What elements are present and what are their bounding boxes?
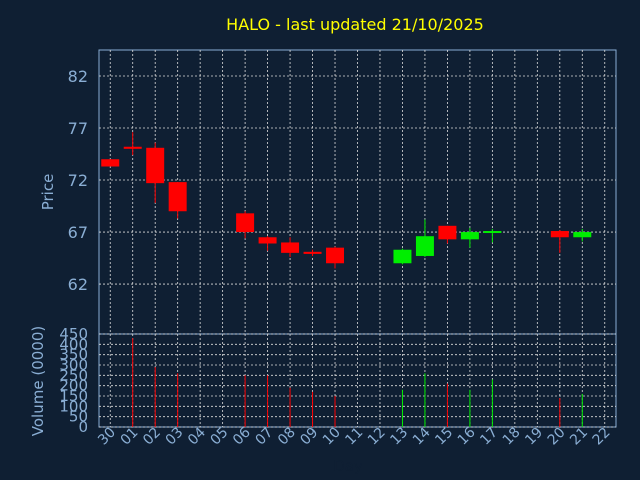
candle-body-up xyxy=(483,231,502,234)
volume-tick-label: 300 xyxy=(59,356,88,374)
volume-tick-label: 450 xyxy=(59,325,88,343)
candle-body-up xyxy=(415,236,434,256)
price-tick-label: 72 xyxy=(68,171,88,190)
volume-tick-label: 350 xyxy=(59,346,88,364)
volume-tick-label: 250 xyxy=(59,366,88,384)
x-tick-label: 17 xyxy=(477,425,501,449)
candle-body-down xyxy=(123,146,142,149)
candle-body-down xyxy=(550,231,569,238)
candle-body-down xyxy=(281,242,300,253)
x-tick-label: 08 xyxy=(275,425,299,449)
price-axis-label: Price xyxy=(39,174,57,211)
x-tick-label: 18 xyxy=(500,425,524,449)
price-grid xyxy=(99,50,616,334)
volume-tick-label: 50 xyxy=(69,408,88,426)
volume-tick-label: 400 xyxy=(59,335,88,353)
candle-body-down xyxy=(236,213,255,233)
x-tick-label: 09 xyxy=(297,425,321,449)
price-tick-label: 67 xyxy=(68,223,88,242)
x-tick-label: 21 xyxy=(567,425,591,449)
price-tick-labels: 62 67 72 77 82 xyxy=(68,67,88,294)
x-axis-label: Day xyxy=(333,457,363,475)
candle-body-down xyxy=(168,182,187,212)
x-tick-label: 13 xyxy=(387,425,411,449)
x-tick-label: 22 xyxy=(590,425,614,449)
x-tick-label: 11 xyxy=(342,425,366,449)
volume-tick-label: 150 xyxy=(59,387,88,405)
x-tick-labels: 3001020304050607080910111213141516171819… xyxy=(95,424,613,448)
candle-body-down xyxy=(438,225,457,240)
x-tick-label: 04 xyxy=(185,424,209,448)
volume-tick-label: 0 xyxy=(78,418,88,436)
x-tick-label: 15 xyxy=(432,425,456,449)
candle-body-down xyxy=(258,237,277,244)
x-tick-label: 10 xyxy=(320,425,344,449)
candle-body-down xyxy=(326,247,345,264)
volume-axis-label: Volume (0000) xyxy=(29,326,47,436)
x-tick-label: 07 xyxy=(252,425,276,449)
x-tick-label: 12 xyxy=(365,425,389,449)
volume-bars xyxy=(132,338,583,427)
candle-body-down xyxy=(303,251,322,254)
volume-tick-label: 200 xyxy=(59,377,88,395)
x-tick-label: 14 xyxy=(410,424,434,448)
price-tick-label: 82 xyxy=(68,67,88,86)
candle-body-down xyxy=(146,147,165,184)
candles xyxy=(101,132,592,269)
candle-body-up xyxy=(460,232,479,240)
x-tick-label: 02 xyxy=(140,425,164,449)
x-tick-label: 06 xyxy=(230,424,254,448)
x-tick-label: 01 xyxy=(118,425,142,449)
price-tick-label: 77 xyxy=(68,119,88,138)
x-tick-label: 20 xyxy=(545,425,569,449)
x-tick-label: 16 xyxy=(455,424,479,448)
candle-body-up xyxy=(393,249,412,264)
candle-body-up xyxy=(573,232,592,238)
x-tick-label: 05 xyxy=(208,425,232,449)
volume-grid xyxy=(99,333,616,428)
x-tick-label: 30 xyxy=(95,425,119,449)
x-tick-label: 19 xyxy=(522,425,546,449)
chart-title: HALO - last updated 21/10/2025 xyxy=(226,15,484,34)
price-tick-label: 62 xyxy=(68,275,88,294)
volume-tick-label: 100 xyxy=(59,397,88,415)
x-tick-label: 03 xyxy=(163,425,187,449)
candle-body-down xyxy=(101,159,120,167)
